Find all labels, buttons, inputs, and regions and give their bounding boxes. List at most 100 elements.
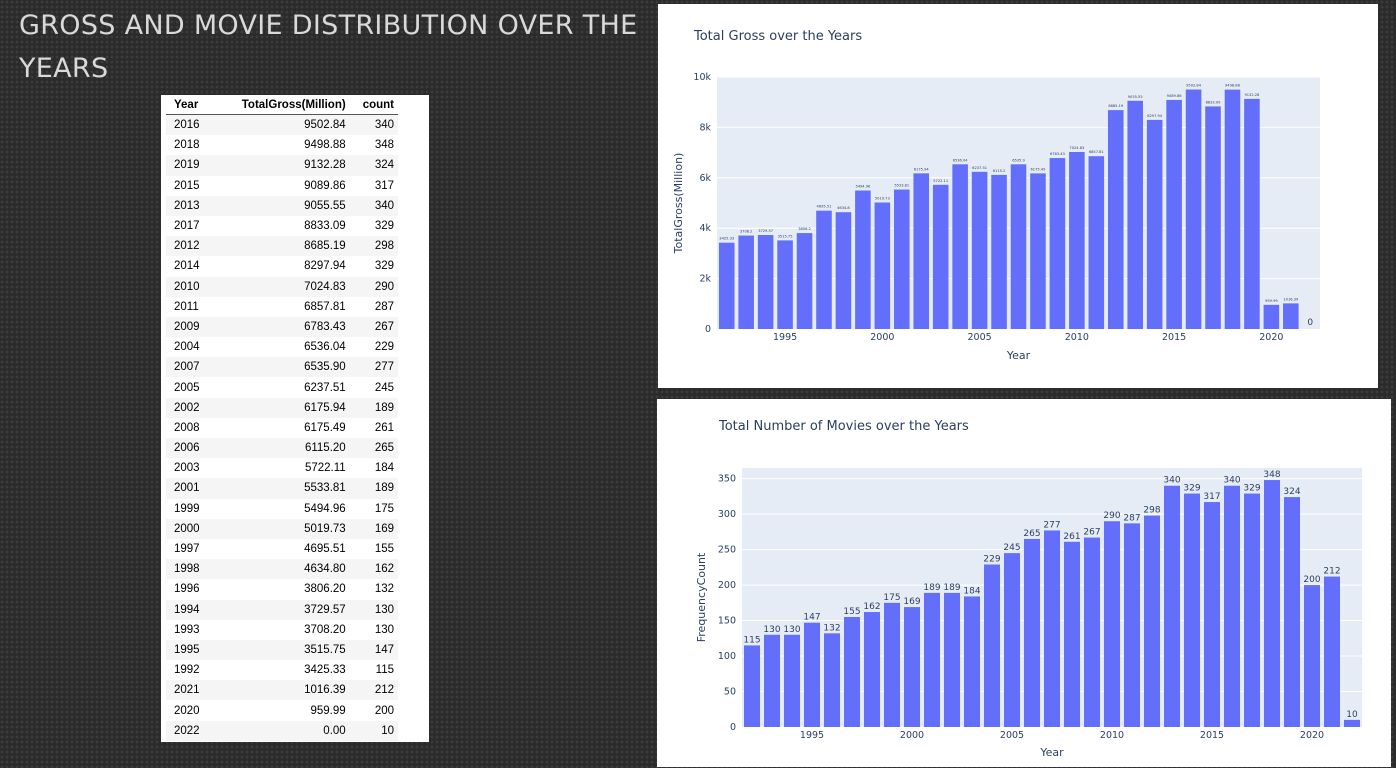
- x-axis-label: Year: [1039, 746, 1064, 759]
- bar: [1144, 515, 1160, 727]
- x-tick-label: 2020: [1300, 730, 1324, 741]
- data-label: 4634.8: [837, 206, 850, 210]
- cell-total-gross: 6175.49: [304, 421, 346, 434]
- data-label: 329: [1243, 484, 1260, 494]
- cell-count: 298: [349, 236, 398, 257]
- data-label: 317: [1203, 492, 1220, 502]
- y-tick-label: 6k: [699, 173, 711, 184]
- cell-year: 2010: [166, 276, 213, 297]
- x-tick-label: 2015: [1162, 332, 1186, 343]
- data-label: 1016.39: [1283, 297, 1299, 301]
- data-label: 155: [843, 607, 860, 617]
- bar: [1264, 480, 1280, 727]
- bar: [777, 240, 793, 329]
- data-label: 329: [1183, 484, 1200, 494]
- y-tick-label: 150: [718, 616, 736, 627]
- bar: [1166, 99, 1182, 329]
- data-label: 5533.81: [894, 184, 909, 188]
- table-row: 2020 959.99 200: [166, 700, 398, 720]
- cell-count: 317: [374, 179, 394, 192]
- table-row: 2013 9055.55 340: [166, 195, 398, 216]
- table-row: 1995 3515.75 147: [166, 639, 398, 661]
- table-row: 2001 5533.81 189: [166, 478, 398, 499]
- cell-year: 1992: [174, 664, 200, 677]
- cell-total-gross: 9502.84: [212, 114, 350, 136]
- data-label: 3806.2: [798, 227, 811, 231]
- column-header-total-gross: TotalGross(Million): [212, 95, 350, 115]
- bar: [1064, 541, 1080, 727]
- y-tick-label: 200: [718, 580, 736, 591]
- cell-count: 329: [374, 220, 394, 233]
- bar: [932, 184, 949, 329]
- cell-year: 2003: [174, 462, 200, 475]
- table-row: 2012 8685.19 298: [166, 236, 398, 257]
- column-header-year: Year: [166, 95, 213, 115]
- bar: [864, 612, 880, 727]
- data-label: 245: [1003, 543, 1020, 553]
- x-tick-label: 2010: [1100, 730, 1124, 741]
- data-label: 6237.51: [972, 166, 987, 170]
- table-row: 2009 6783.43 267: [166, 316, 398, 338]
- cell-year: 2013: [166, 195, 213, 216]
- cell-count: 261: [374, 421, 394, 434]
- bar: [1104, 521, 1120, 727]
- cell-year: 2002: [166, 397, 213, 418]
- table-row: 1999 5494.96 175: [166, 499, 398, 519]
- data-label: 189: [923, 583, 940, 593]
- data-label: 287: [1123, 513, 1140, 523]
- bar: [1030, 173, 1046, 329]
- bar: [1185, 89, 1202, 329]
- cell-total-gross: 8297.94: [304, 260, 346, 273]
- table-row: 2004 6536.04 229: [166, 337, 398, 357]
- cell-count: 175: [374, 502, 394, 515]
- data-label: 348: [1263, 470, 1280, 480]
- bar: [1107, 110, 1124, 329]
- cell-year: 2017: [174, 220, 200, 233]
- cell-count: 132: [374, 583, 394, 596]
- x-tick-label: 1995: [773, 332, 797, 343]
- cell-total-gross: 3425.33: [304, 664, 346, 677]
- cell-total-gross: 5533.81: [212, 478, 350, 499]
- table-row: 2008 6175.49 261: [166, 418, 398, 438]
- cell-year: 1997: [174, 543, 200, 556]
- y-tick-label: 50: [724, 687, 736, 698]
- bar: [738, 235, 754, 329]
- cell-count: 189: [349, 478, 398, 499]
- data-label: 8685.19: [1108, 104, 1124, 108]
- data-label: 3515.75: [778, 234, 793, 238]
- cell-year: 1996: [174, 583, 200, 596]
- bar: [824, 633, 840, 727]
- cell-count: 184: [374, 462, 394, 475]
- bar: [744, 645, 760, 727]
- data-label: 261: [1063, 532, 1080, 542]
- x-tick-label: 2015: [1200, 730, 1224, 741]
- cell-year: 2005: [174, 381, 200, 394]
- data-label: 3708.2: [740, 230, 753, 234]
- table-row: 1992 3425.33 115: [166, 660, 398, 680]
- y-axis-label: TotalGross(Million): [672, 153, 685, 255]
- cell-year: 2009: [166, 316, 213, 338]
- data-label: 162: [863, 602, 880, 612]
- table-row: 2021 1016.39 212: [166, 680, 398, 701]
- y-tick-label: 10k: [693, 72, 711, 83]
- y-tick-label: 300: [718, 509, 736, 520]
- cell-count: 340: [349, 195, 398, 216]
- table-row: 2022 0.00 10: [166, 720, 398, 741]
- bar: [796, 233, 813, 329]
- cell-year: 2012: [166, 236, 213, 257]
- data-label: 10: [1346, 710, 1358, 720]
- bar: [1224, 485, 1240, 727]
- cell-year: 1993: [174, 623, 200, 636]
- cell-total-gross: 5019.73: [212, 518, 350, 539]
- cell-total-gross: 9055.55: [212, 195, 350, 216]
- bar: [784, 634, 800, 727]
- data-label: 340: [1163, 476, 1180, 486]
- data-label: 132: [823, 623, 840, 633]
- bar: [924, 592, 940, 727]
- data-label: 175: [883, 593, 900, 603]
- data-label: 6783.43: [1050, 152, 1065, 156]
- y-tick-label: 100: [718, 651, 736, 662]
- cell-count: 155: [374, 543, 394, 556]
- y-tick-label: 0: [730, 722, 736, 733]
- bar: [1024, 538, 1040, 727]
